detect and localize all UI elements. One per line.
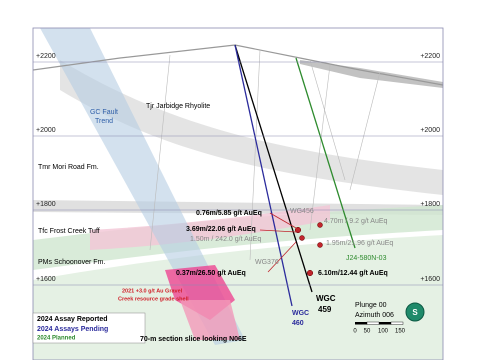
elevation-label: +1600 [420,276,440,283]
frost-creek [90,205,330,250]
hole-label: J24-580N-03 [346,255,387,262]
intercept-label: 0.76m/5.85 g/t AuEq [196,210,262,217]
intercept-label: 1.50m / 242.0 g/t AuEq [190,236,261,243]
hole-label: WG456 [290,208,314,215]
shell-label: Creek resource grade shell [118,296,189,302]
hole-label: 460 [292,320,304,327]
old-holes [149,49,381,261]
formation-label: Tjr Jarbidge Rhyolite [146,103,210,110]
geology [33,28,443,360]
elevation-label: +2000 [36,127,56,134]
orientation: Azimuth 006 [355,312,394,319]
intercept-label: 1.95m/21.96 g/t AuEq [326,240,393,247]
compass [405,302,425,322]
fault-label: Trend [95,118,113,125]
scale-label: 50 [364,329,371,335]
formation-label: Tmr Mori Road Fm. [38,164,99,171]
scale-bar [355,321,404,325]
unit-band [300,60,443,88]
hole-label: WGC [292,310,309,317]
elevation-label: +1600 [36,276,56,283]
elevation-label: +2200 [36,53,56,60]
elevation-label: +2200 [420,53,440,60]
grade-shell [180,300,240,340]
orientation: Plunge 00 [355,302,387,309]
elevation-lines [33,61,443,286]
formation-label: Tfc Frost Creek Tuff [38,228,100,235]
leaders [259,212,297,273]
formation-label: PMs Schoonover Fm. [38,259,105,266]
legend-item: 2024 Planned [37,336,76,342]
intercept-label: 6.10m/12.44 g/t AuEq [318,270,388,277]
elevation-label: +2000 [420,127,440,134]
schoonover [33,205,443,270]
legend-item: 2024 Assay Reported [37,316,108,323]
shell-label: 2021 +3.0 g/t Au Gravel [122,288,183,294]
intercept-label: 4.70m / 9.2 g/t AuEq [324,218,388,225]
intercept-label: 0.37m/26.50 g/t AuEq [176,270,246,277]
unit-band [60,60,443,195]
fault-zone [40,28,245,345]
hole-label: 459 [318,305,332,314]
legend-item: 2024 Assays Pending [37,326,108,333]
hole-label: WGC [316,294,336,303]
fault-label: GC Fault [90,109,118,116]
hole-label: WG376 [255,259,279,266]
drill-holes [234,44,356,307]
elevation-label: +1800 [36,201,56,208]
scale-label: 150 [395,329,406,335]
frame [32,27,444,360]
intercept-label: 3.69m/22.06 g/t AuEq [186,226,256,233]
intercept-markers [294,222,323,277]
compass-label: S [412,308,418,317]
section-note: 70-m section slice looking N06E [140,336,247,343]
elevation-label: +1800 [420,201,440,208]
legend-box [32,312,146,344]
scale-label: 100 [378,329,389,335]
scale-label: 0 [353,329,357,335]
